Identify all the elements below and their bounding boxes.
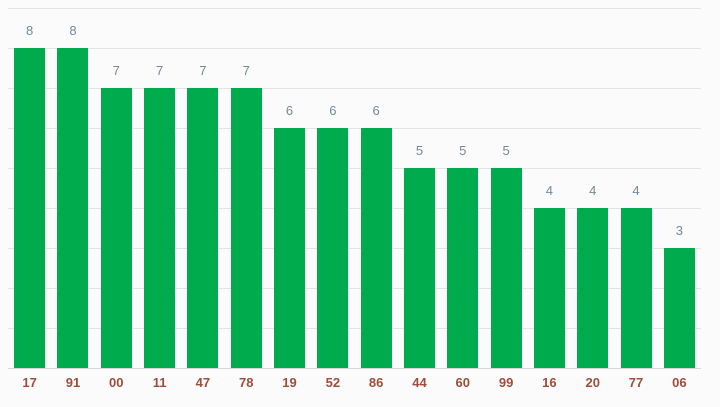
gridline	[8, 328, 701, 329]
bar-99[interactable]	[490, 168, 522, 368]
gridline	[8, 128, 701, 129]
value-label: 7	[155, 63, 164, 78]
gridline	[8, 288, 701, 289]
x-axis-label: 00	[109, 375, 124, 390]
bar-00[interactable]	[100, 88, 132, 368]
bar-60[interactable]	[447, 168, 479, 368]
x-axis-label: 99	[498, 375, 514, 390]
value-label: 5	[502, 143, 510, 158]
bar-44[interactable]	[403, 168, 435, 368]
value-label: 7	[199, 63, 207, 78]
bar-77[interactable]	[620, 208, 652, 368]
x-axis-label: 20	[585, 375, 600, 390]
x-axis-label: 52	[325, 375, 341, 390]
bar-11[interactable]	[144, 88, 176, 368]
x-axis-label: 78	[238, 375, 254, 390]
gridline	[8, 88, 701, 89]
value-label: 4	[545, 183, 554, 198]
x-axis-baseline	[8, 368, 701, 369]
x-axis-label: 60	[455, 375, 471, 390]
bar-52[interactable]	[317, 128, 349, 368]
bar-91[interactable]	[57, 48, 89, 368]
x-axis-label: 19	[282, 375, 297, 390]
bar-20[interactable]	[577, 208, 609, 368]
x-axis-label: 91	[65, 375, 81, 390]
gridline	[8, 208, 701, 209]
value-label: 6	[329, 103, 337, 118]
value-label: 6	[285, 103, 294, 118]
x-axis-label: 47	[195, 375, 211, 390]
value-label: 4	[589, 183, 597, 198]
x-axis-label: 44	[412, 375, 427, 390]
value-label: 4	[632, 183, 640, 198]
bar-78[interactable]	[230, 88, 262, 368]
bar-16[interactable]	[533, 208, 565, 368]
x-axis-label: 06	[672, 375, 687, 390]
x-axis-label: 16	[542, 375, 557, 390]
bar-19[interactable]	[274, 128, 306, 368]
bar-17[interactable]	[14, 48, 46, 368]
x-axis-label: 11	[152, 375, 167, 390]
value-label: 7	[112, 63, 120, 78]
gridline	[8, 48, 701, 49]
bar-06[interactable]	[663, 248, 695, 368]
value-label: 3	[675, 223, 683, 238]
x-axis-label: 77	[628, 375, 644, 390]
x-axis-label: 17	[22, 375, 37, 390]
x-axis-label: 86	[368, 375, 384, 390]
value-label: 8	[26, 23, 34, 38]
bar-47[interactable]	[187, 88, 219, 368]
bar-86[interactable]	[360, 128, 392, 368]
gridline	[8, 248, 701, 249]
value-label: 5	[459, 143, 467, 158]
value-label: 5	[415, 143, 424, 158]
value-label: 6	[372, 103, 380, 118]
gridline	[8, 168, 701, 169]
gridline	[8, 8, 701, 9]
value-label: 7	[242, 63, 250, 78]
value-label: 8	[69, 23, 77, 38]
